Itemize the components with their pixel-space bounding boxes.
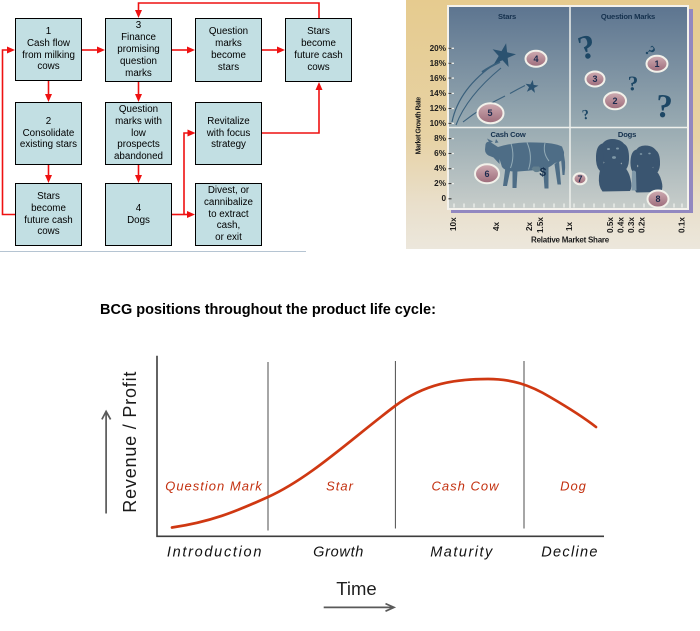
svg-text:16%: 16% (430, 74, 447, 83)
svg-text:Market Growth Rate: Market Growth Rate (416, 97, 423, 155)
svg-text:10x: 10x (449, 217, 458, 231)
svg-text:2%: 2% (434, 179, 447, 188)
svg-text:?: ? (581, 108, 590, 124)
svg-text:5: 5 (487, 108, 492, 118)
svg-text:Introduction: Introduction (167, 544, 263, 560)
svg-text:10%: 10% (430, 119, 447, 128)
svg-text:3: 3 (592, 74, 597, 84)
svg-text:0.4x: 0.4x (617, 217, 626, 233)
svg-text:Question Mark: Question Mark (165, 479, 263, 494)
svg-text:8: 8 (655, 194, 660, 204)
svg-text:Cash Cow: Cash Cow (432, 479, 501, 494)
svg-text:6%: 6% (434, 149, 447, 158)
svg-text:Dogs: Dogs (618, 130, 636, 139)
svg-text:20%: 20% (430, 44, 447, 53)
svg-text:1.5x: 1.5x (536, 217, 545, 233)
svg-text:Time: Time (336, 578, 376, 599)
svg-text:8%: 8% (434, 134, 447, 143)
svg-text:2x: 2x (525, 221, 534, 231)
svg-text:?: ? (655, 88, 674, 125)
svg-text:7: 7 (577, 174, 582, 184)
svg-text:Cash Cow: Cash Cow (490, 130, 525, 139)
svg-text:6: 6 (484, 169, 489, 179)
svg-text:12%: 12% (430, 104, 447, 113)
svg-text:Relative Market Share: Relative Market Share (531, 236, 610, 245)
svg-text:1x: 1x (565, 221, 574, 231)
svg-text:1: 1 (654, 59, 659, 69)
svg-text:?: ? (628, 72, 639, 96)
svg-text:Star: Star (326, 479, 354, 494)
svg-text:Growth: Growth (313, 544, 364, 560)
svg-text:0.3x: 0.3x (627, 217, 636, 233)
svg-text:0.5x: 0.5x (606, 217, 615, 233)
svg-text:Decline: Decline (541, 544, 598, 560)
svg-text:Revenue / Profit: Revenue / Profit (120, 371, 140, 513)
svg-text:Question Marks: Question Marks (601, 12, 655, 21)
svg-text:4%: 4% (434, 164, 447, 173)
svg-text:18%: 18% (430, 59, 447, 68)
svg-text:0.2x: 0.2x (638, 217, 647, 233)
svg-text:$: $ (539, 165, 547, 180)
svg-text:4: 4 (533, 54, 538, 64)
svg-text:2: 2 (612, 96, 617, 106)
svg-text:14%: 14% (430, 89, 447, 98)
svg-text:0: 0 (441, 194, 446, 203)
svg-text:Maturity: Maturity (430, 544, 494, 560)
svg-text:0.1x: 0.1x (678, 217, 687, 233)
svg-text:4x: 4x (492, 221, 501, 231)
svg-text:Dog: Dog (560, 479, 587, 494)
svg-text:Stars: Stars (498, 12, 516, 21)
